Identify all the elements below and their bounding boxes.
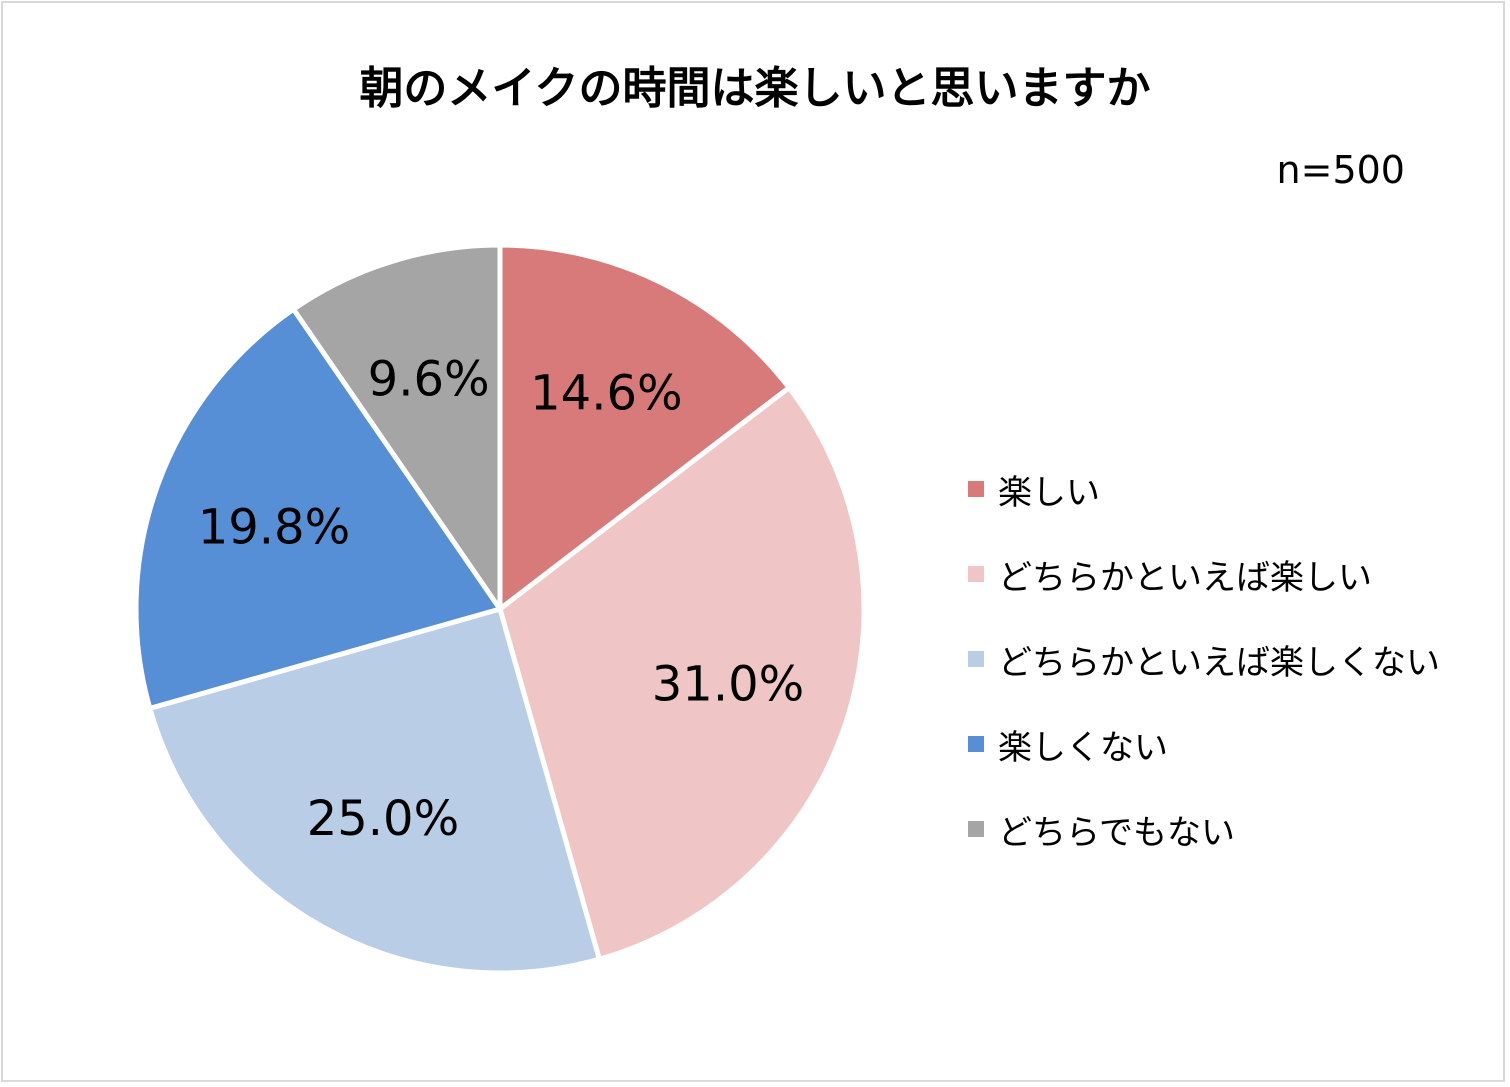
chart-title: 朝のメイクの時間は楽しいと思いますか — [359, 63, 1151, 114]
legend-label: どちらでもない — [998, 812, 1235, 853]
pie-slices — [133, 242, 867, 976]
pie-value-labels: 14.6% 31.0% 25.0% 19.8% 9.6% — [198, 352, 805, 847]
legend-label: どちらかといえば楽しい — [998, 557, 1372, 598]
pie-slice — [147, 606, 602, 976]
slice-value-label: 14.6% — [530, 366, 682, 422]
legend-swatch — [968, 821, 984, 837]
legend-swatch — [968, 651, 984, 667]
legend-item: 楽しい — [968, 468, 1440, 513]
slice-value-label: 9.6% — [368, 352, 490, 408]
pie-slice — [497, 242, 792, 612]
legend-label: 楽しい — [998, 472, 1100, 513]
legend-swatch — [968, 736, 984, 752]
legend-item: 楽しくない — [968, 723, 1440, 768]
legend-item: どちらでもない — [968, 808, 1440, 853]
slice-value-label: 25.0% — [307, 791, 459, 847]
pie-slice — [133, 306, 503, 711]
legend-swatch — [968, 481, 984, 497]
legend-label: 楽しくない — [998, 727, 1168, 768]
sample-size-annotation: n=500 — [1276, 148, 1405, 192]
legend: 楽しい どちらかといえば楽しい どちらかといえば楽しくない 楽しくない どちらで… — [968, 468, 1440, 893]
slice-value-label: 31.0% — [652, 657, 804, 713]
legend-item: どちらかといえば楽しい — [968, 553, 1440, 598]
legend-item: どちらかといえば楽しくない — [968, 638, 1440, 683]
pie-slice — [497, 385, 867, 962]
legend-label: どちらかといえば楽しくない — [998, 642, 1440, 683]
pie-slice — [291, 242, 503, 612]
slice-value-label: 19.8% — [198, 500, 350, 556]
legend-swatch — [968, 566, 984, 582]
